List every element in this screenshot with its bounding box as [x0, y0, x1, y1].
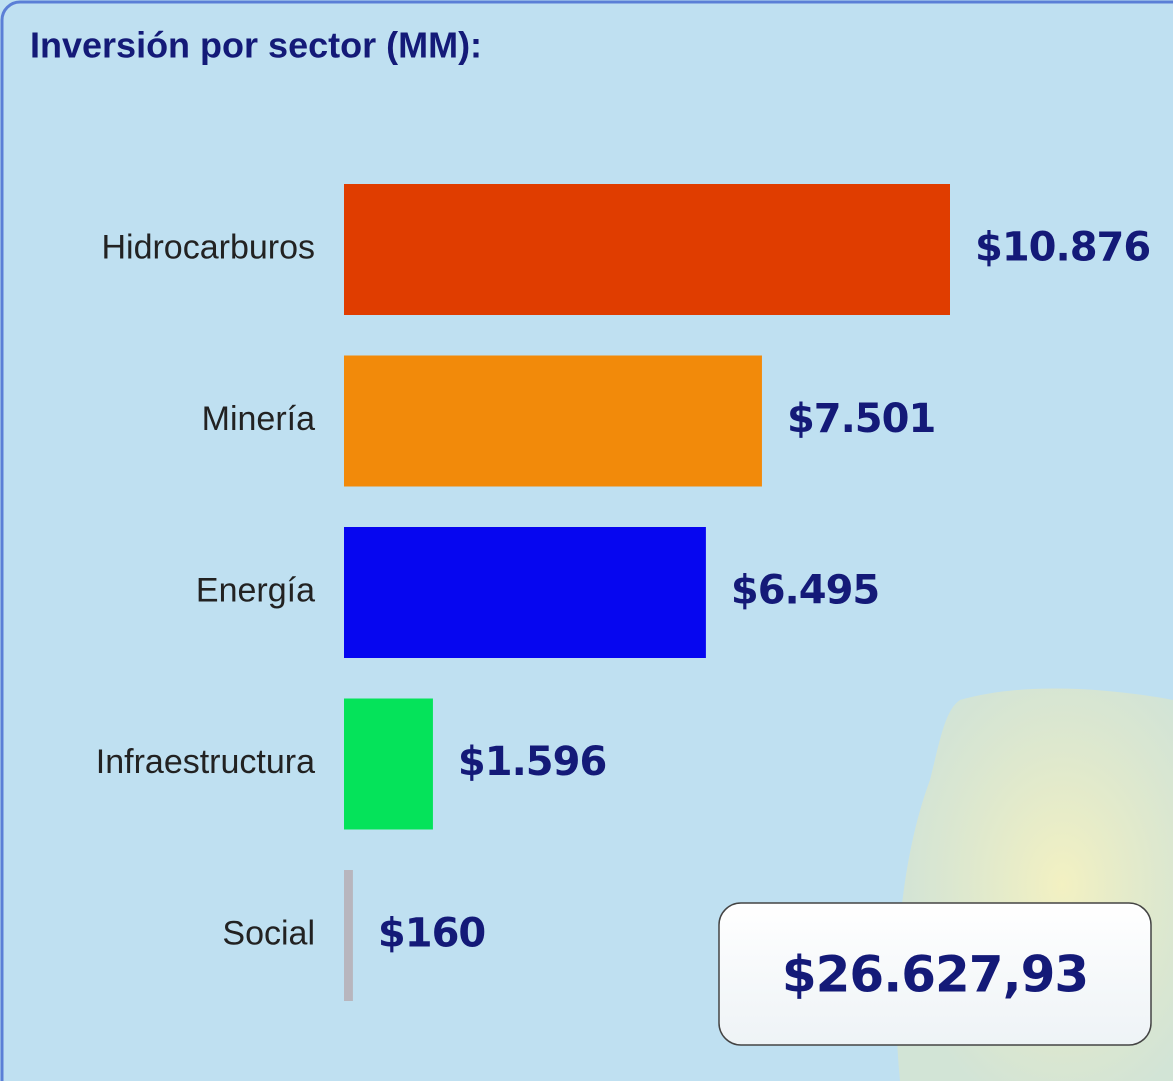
category-label: Hidrocarburos	[101, 228, 315, 266]
value-label: $10.876	[975, 225, 1150, 271]
value-label: $7.501	[787, 396, 935, 442]
bar	[344, 698, 433, 830]
bar	[344, 355, 762, 487]
bar	[344, 527, 706, 658]
category-label: Energía	[196, 571, 315, 609]
bar	[344, 870, 353, 1001]
total-value: $26.627,93	[782, 946, 1088, 1004]
category-label: Infraestructura	[96, 743, 315, 781]
total-box	[718, 902, 1152, 1046]
value-label: $6.495	[731, 568, 879, 614]
category-label: Social	[222, 914, 315, 952]
bar	[344, 184, 950, 315]
category-label: Minería	[202, 400, 315, 438]
value-label: $1.596	[458, 739, 606, 785]
chart-title: Inversión por sector (MM):	[30, 25, 482, 66]
value-label: $160	[378, 911, 485, 957]
